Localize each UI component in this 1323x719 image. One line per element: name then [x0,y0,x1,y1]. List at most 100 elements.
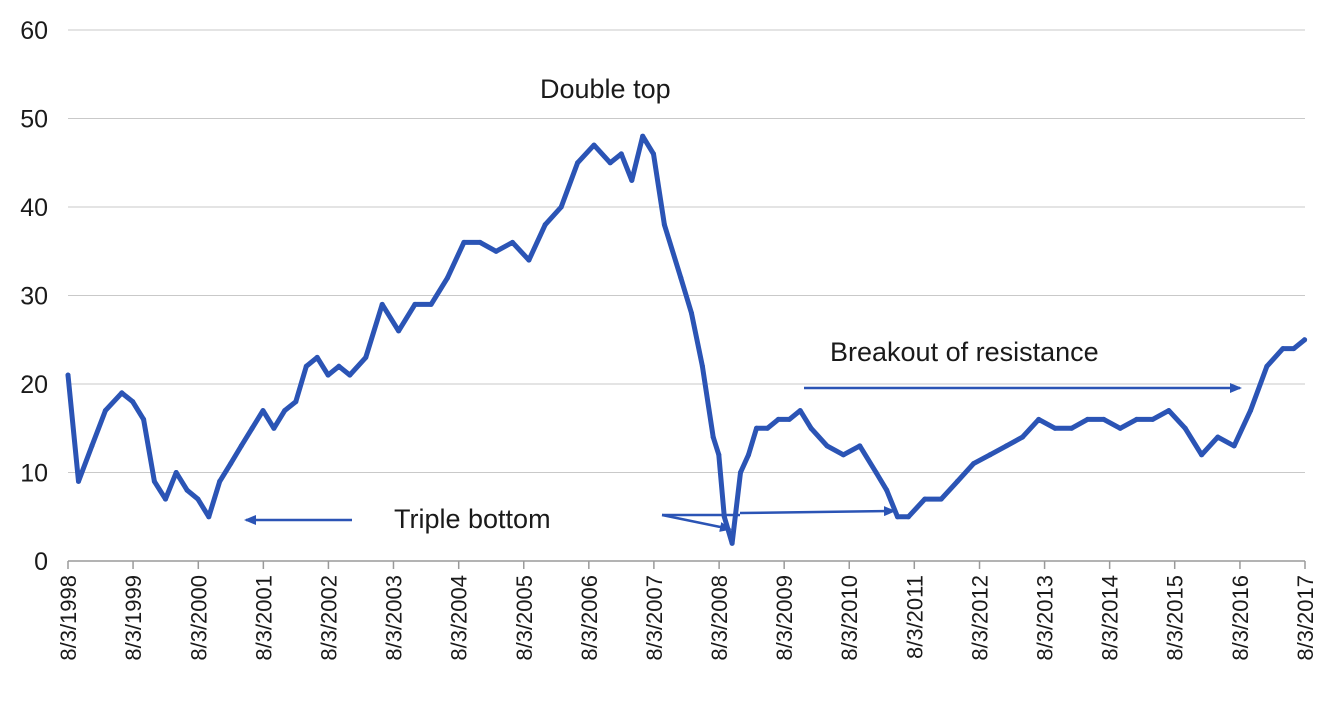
data-point [922,496,928,502]
data-point [1182,425,1188,431]
data-point [651,151,656,157]
data-point [738,470,743,475]
annotation-breakout: Breakout of resistance [830,337,1099,367]
data-point [130,399,136,405]
data-point [206,514,212,520]
x-tick-label: 8/3/2007 [642,575,667,661]
data-point [786,416,792,422]
data-point [954,478,960,484]
data-point [840,452,846,458]
y-tick-label: 60 [20,17,48,45]
data-point [575,160,581,166]
data-point [987,452,993,458]
data-point [195,496,201,502]
annotations: Double top Triple bottom Breakout of res… [244,74,1242,534]
x-tick-label: 8/3/2004 [447,575,472,661]
gridlines [68,29,1305,562]
x-tick-label: 8/3/1999 [121,575,146,661]
y-tick-label: 50 [20,106,48,134]
data-point [396,328,402,334]
data-point [76,478,81,484]
data-point [1231,443,1237,449]
x-tick-label: 8/3/2016 [1228,575,1253,661]
data-point [1052,425,1058,431]
data-point [797,408,803,414]
x-tick-label: 8/3/2011 [902,575,927,659]
data-point [1302,337,1308,343]
data-point [699,363,705,369]
data-point [775,416,781,422]
data-point [493,248,499,254]
data-point [510,239,515,245]
data-point [1248,408,1253,414]
data-point [428,301,434,307]
data-point [293,399,299,405]
data-point [808,425,814,431]
data-point [764,425,770,431]
data-point [445,275,450,281]
x-tick-label: 8/3/2009 [772,575,797,661]
data-point [102,408,108,414]
data-point [542,222,548,228]
data-point [754,425,759,431]
data-point [228,461,234,467]
data-point [591,142,597,148]
data-point [661,222,667,228]
data-point [163,496,168,502]
data-point [558,204,564,210]
data-point [884,487,890,493]
data-point [151,478,157,484]
data-point [314,354,320,360]
x-tick-label: 8/3/2008 [707,575,732,661]
x-tick-label: 8/3/2005 [512,575,537,661]
series-layer [65,133,1308,546]
data-point [65,372,71,378]
data-point [363,354,369,360]
x-tick-label: 8/3/2006 [577,575,602,661]
data-point [1215,434,1221,440]
series-line [65,133,1308,546]
x-tick-label: 8/3/2017 [1293,575,1318,661]
data-point [141,416,147,422]
y-tick-label: 0 [34,548,48,576]
data-point [412,301,418,307]
data-point [477,239,483,245]
data-point [618,151,624,157]
data-point [1101,416,1107,422]
x-tick-label: 8/3/2003 [381,575,406,661]
data-point [640,133,646,139]
data-point [89,443,95,449]
data-point [184,487,190,493]
x-tick-label: 8/3/2001 [251,575,276,661]
x-tick-label: 8/3/2013 [1033,575,1058,661]
data-point [1199,452,1205,458]
data-point [249,425,255,431]
data-point [1117,425,1123,431]
data-point [689,310,694,316]
x-tick-label: 8/3/2002 [316,575,341,661]
data-point [1003,443,1009,449]
data-point [260,408,266,414]
x-tick-label: 8/3/2014 [1098,575,1123,661]
data-point [678,275,684,281]
data-point [729,540,735,546]
data-point [716,452,722,458]
x-tick-label: 8/3/2012 [968,575,993,661]
data-point [1291,346,1297,352]
data-point [746,452,751,458]
data-point [336,363,342,369]
data-point [1020,434,1025,440]
data-point [325,372,331,378]
data-point [347,372,353,378]
x-tick-label: 8/3/1998 [56,575,81,661]
data-point [271,425,277,431]
data-point [905,514,911,520]
data-point [1280,346,1286,352]
data-point [1085,416,1090,422]
data-point [629,177,635,183]
y-tick-label: 20 [20,371,48,399]
data-point [119,390,125,396]
y-tick-label: 10 [20,460,48,488]
data-point [1036,416,1042,422]
